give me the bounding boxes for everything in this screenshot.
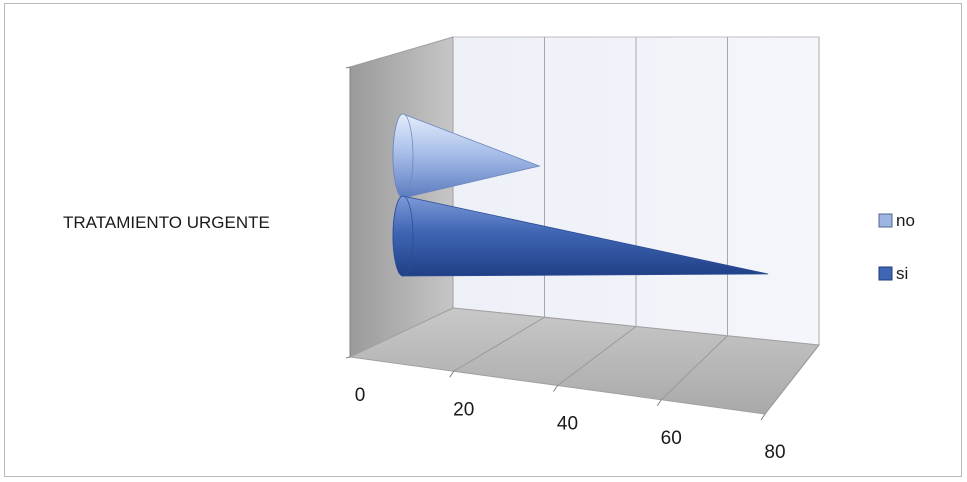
legend-label-si: si <box>896 264 908 283</box>
left-axis-tick-bottom <box>345 356 351 359</box>
cone-si <box>392 195 769 277</box>
x-tick-label: 20 <box>453 399 474 420</box>
x-tick-label: 0 <box>355 385 366 406</box>
cone-base-si <box>392 195 414 277</box>
chart-plot: 0 20 40 60 80 TRATAMIENTO URGENTE no si <box>63 36 915 463</box>
gridline-floor <box>660 335 728 401</box>
category-label: TRATAMIENTO URGENTE <box>63 213 270 232</box>
x-axis-tick-mark <box>760 413 766 421</box>
gridline-floor <box>764 344 820 415</box>
left-axis-tick-top <box>345 66 351 69</box>
legend-swatch-no <box>878 213 893 228</box>
legend-swatch-si <box>878 266 893 281</box>
x-tick-label: 40 <box>557 414 578 435</box>
x-tick-label: 80 <box>764 442 785 463</box>
cone-no <box>392 113 541 199</box>
cone-base-no <box>392 113 414 199</box>
x-axis-tick-mark <box>656 399 662 407</box>
legend-label-no: no <box>896 211 915 230</box>
x-axis-tick-mark <box>553 385 558 392</box>
x-axis-tick-mark <box>449 370 455 378</box>
legend: no si <box>878 211 915 283</box>
gridline-floor <box>453 316 545 372</box>
chart-frame: 0 20 40 60 80 TRATAMIENTO URGENTE no si <box>4 3 962 477</box>
gridline-floor <box>557 326 637 386</box>
x-tick-label: 60 <box>661 428 682 449</box>
